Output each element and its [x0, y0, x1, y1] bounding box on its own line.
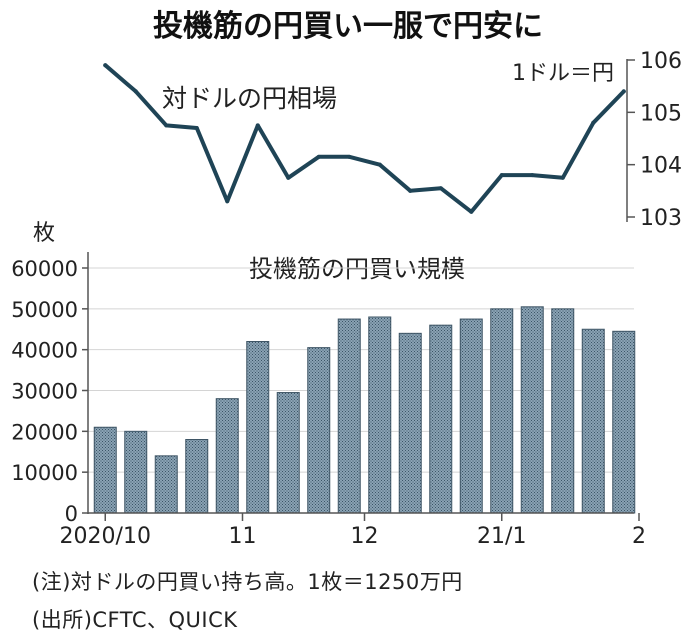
bar-2 [154, 455, 178, 514]
bar-9 [368, 316, 392, 514]
line-point-7 [316, 154, 321, 159]
bar-chart: 枚 投機筋の円買い規模 0 10000 20000 30000 40000 50000 60… [11, 221, 646, 549]
line-point-16 [591, 120, 596, 125]
line-chart-title: 対ドルの円相場 [162, 84, 337, 113]
line-point-10 [408, 188, 413, 193]
line-point-4 [225, 199, 230, 204]
bar-13 [490, 308, 514, 514]
line-y-tick-label: 105 [640, 101, 682, 126]
line-y-tick-label: 106 [640, 49, 682, 74]
bar-4 [215, 398, 239, 514]
yen-rate-line [103, 63, 626, 214]
bar-y-tick-label: 30000 [11, 380, 78, 404]
line-point-9 [377, 162, 382, 167]
bar-y-tick-label: 50000 [11, 298, 78, 322]
bar-16 [581, 328, 605, 514]
line-point-3 [194, 126, 199, 131]
line-point-5 [255, 123, 260, 128]
line-point-11 [438, 186, 443, 191]
line-point-6 [286, 175, 291, 180]
line-y-tick-label: 104 [640, 154, 682, 179]
bar-17 [612, 330, 636, 514]
line-point-1 [133, 89, 138, 94]
bar-3 [185, 439, 209, 514]
bar-y-tick-label: 10000 [11, 461, 78, 485]
bar-x-tick-label: 11 [229, 524, 257, 549]
bar-y-tick-label: 0 [65, 502, 78, 526]
bar-15 [551, 308, 575, 514]
bar-11 [429, 324, 453, 514]
bar-chart-unit-label: 枚 [33, 221, 55, 246]
line-chart: 対ドルの円相場 1ドル＝円 103 104 105 106 [103, 49, 682, 231]
bar-5 [246, 341, 270, 514]
line-point-8 [347, 154, 352, 159]
line-point-13 [499, 173, 504, 178]
bar-0 [93, 426, 117, 514]
line-point-17 [621, 89, 626, 94]
line-point-14 [530, 173, 535, 178]
bar-y-tick-label: 60000 [11, 257, 78, 281]
bar-x-tick-label: 12 [351, 524, 379, 549]
bar-x-tick-label: 21/1 [477, 524, 526, 549]
chart-main-title: 投機筋の円買い一服で円安に [153, 9, 543, 44]
bar-10 [398, 332, 422, 514]
line-chart-unit-label: 1ドル＝円 [512, 61, 614, 86]
bar-12 [459, 318, 483, 514]
bar-14 [520, 306, 544, 514]
bar-8 [337, 318, 361, 514]
bar-7 [307, 347, 331, 514]
chart-note: (注)対ドルの円買い持ち高。1枚＝1250万円 [32, 570, 463, 594]
bar-y-tick-label: 40000 [11, 339, 78, 363]
bar-1 [124, 430, 148, 514]
line-point-12 [469, 209, 474, 214]
line-y-tick-label: 103 [640, 206, 682, 231]
line-point-2 [164, 123, 169, 128]
chart-source: (出所)CFTC、QUICK [32, 608, 238, 632]
line-point-15 [560, 175, 565, 180]
bar-chart-title: 投機筋の円買い規模 [249, 255, 465, 283]
bar-6 [276, 392, 300, 514]
bar-x-tick-label: 2 [632, 524, 646, 549]
bar-x-tick-label: 2020/10 [60, 524, 151, 549]
bar-y-tick-label: 20000 [11, 420, 78, 444]
line-point-0 [103, 63, 108, 68]
